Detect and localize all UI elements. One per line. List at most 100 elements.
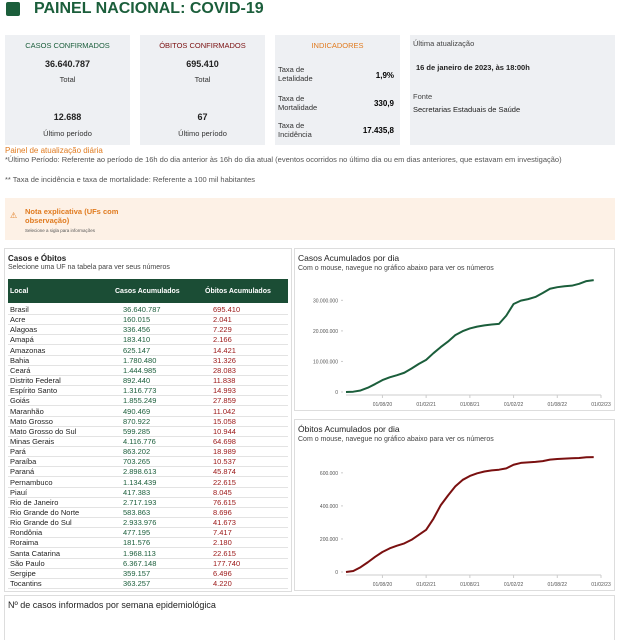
table-row[interactable]	[8, 578, 288, 590]
table-cell: Piauí	[10, 487, 28, 497]
chart-panel	[294, 248, 615, 411]
chart-panel	[294, 419, 615, 591]
x-tick-label: 01/08/22	[548, 582, 568, 588]
card: ÓBITOS CONFIRMADOS 695.410 Total 67 Últi…	[140, 35, 265, 145]
table-row[interactable]	[8, 365, 288, 376]
table-cell: Distrito Federal	[10, 376, 61, 386]
table-row[interactable]	[8, 537, 288, 549]
table-cell: 14.993	[213, 386, 236, 396]
table-row[interactable]	[8, 527, 288, 539]
x-tick-label: 01/02/23	[591, 582, 611, 588]
table-row[interactable]	[8, 324, 288, 336]
chart-title: Óbitos Acumulados por dia	[298, 424, 400, 434]
card-period: 12.688	[53, 112, 82, 122]
card-label: Total	[194, 75, 211, 84]
table-row[interactable]	[8, 304, 288, 315]
y-tick-label: 200.000	[320, 537, 338, 543]
table-row[interactable]	[8, 385, 288, 397]
table-cell: 2.041	[213, 315, 232, 325]
table-cell: 7.417	[213, 528, 232, 538]
card-label: Último período	[178, 129, 227, 138]
table-row[interactable]	[8, 334, 288, 346]
table-row[interactable]	[8, 345, 288, 356]
indicator-value: 330,9	[373, 99, 394, 108]
table-row[interactable]	[8, 568, 288, 579]
table-row[interactable]	[8, 558, 288, 569]
table-row[interactable]	[8, 395, 288, 407]
line-series	[345, 279, 594, 393]
table-cell: 583.863	[123, 508, 151, 517]
indicator-label: Taxa de Mortalidade	[278, 94, 318, 112]
note: *Último Período: Referente ao período de…	[5, 155, 562, 164]
table-row[interactable]	[8, 375, 288, 387]
table-cell: Rondônia	[10, 528, 43, 538]
table-cell: 1.134.439	[123, 477, 157, 487]
table-row[interactable]	[8, 497, 288, 508]
table-row[interactable]	[8, 477, 288, 488]
logo	[6, 2, 20, 16]
table-cell: 76.615	[213, 497, 236, 507]
y-tick-label: 30.000.000	[313, 298, 338, 304]
table-row[interactable]	[8, 446, 288, 458]
table-cell: 6.496	[213, 568, 232, 578]
table-cell: 181.576	[123, 538, 151, 548]
table-cell: 477.195	[123, 528, 151, 538]
column-header: Local	[10, 288, 29, 295]
table-cell: Goiás	[10, 396, 30, 406]
note: ** Taxa de incidência e taxa de mortalid…	[5, 175, 256, 184]
table-row[interactable]	[8, 517, 288, 529]
table-cell: São Paulo	[10, 558, 45, 568]
table-cell: 8.045	[213, 487, 232, 497]
table-row[interactable]	[8, 507, 288, 518]
table-cell: 14.421	[213, 345, 236, 355]
chart-title: Casos Acumulados por dia	[298, 253, 399, 263]
warning-icon: ⚠	[10, 211, 18, 220]
table-row[interactable]	[8, 406, 288, 417]
table-cell: 64.698	[213, 436, 236, 446]
table-cell: 41.673	[213, 518, 236, 528]
table-cell: Alagoas	[10, 325, 38, 335]
table-cell: Pernambuco	[10, 477, 53, 487]
table-cell: 2.166	[213, 335, 232, 345]
chart-panel	[4, 595, 615, 640]
x-tick-label: 01/08/20	[373, 402, 393, 408]
table-row[interactable]	[8, 487, 288, 498]
note-box[interactable]: ⚠ Nota explicativa (UFs com observação) …	[5, 198, 615, 240]
table-subtitle: Selecione uma UF na tabela para ver seus…	[8, 264, 170, 271]
table-cell: Maranhão	[10, 406, 44, 416]
card-label: Último período	[43, 129, 92, 138]
source-title: Fonte	[413, 92, 433, 101]
table-row[interactable]	[8, 426, 288, 437]
table-cell: 183.410	[123, 335, 151, 345]
table-row[interactable]	[8, 436, 288, 447]
table-row[interactable]	[8, 355, 288, 366]
table-cell: Espírito Santo	[10, 386, 58, 396]
table-cell: 363.257	[123, 579, 151, 589]
table-cell: 27.859	[213, 396, 236, 406]
table-cell: Amazonas	[10, 345, 46, 355]
chart-title: Nº de casos informados por semana epidem…	[8, 600, 216, 610]
table-row[interactable]	[8, 466, 288, 478]
table-cell: Mato Grosso	[10, 416, 53, 426]
table-cell: 11.042	[213, 406, 236, 416]
table-row[interactable]	[8, 548, 288, 559]
table-cell: 6.367.148	[123, 558, 157, 568]
table-panel: Casos e Óbitos Selecione uma UF na tabel…	[4, 248, 292, 592]
table-cell: Paraná	[10, 467, 35, 477]
table-cell: 18.989	[213, 447, 236, 457]
table-cell: Sergipe	[10, 568, 36, 578]
indicator-value: 17.435,8	[362, 126, 394, 135]
y-tick-label: 0	[335, 390, 338, 396]
x-tick-label: 01/08/20	[373, 582, 393, 588]
table-row[interactable]	[8, 416, 288, 427]
table-cell: 11.838	[213, 376, 236, 386]
x-tick-label: 01/02/22	[504, 582, 524, 588]
notes-title: Painel de atualização diária	[5, 146, 103, 155]
table-cell: Rio de Janeiro	[10, 497, 59, 507]
table-cell: 1.316.773	[123, 386, 157, 396]
table-row[interactable]	[8, 314, 288, 326]
table-row[interactable]	[8, 456, 288, 468]
table-cell: 336.456	[123, 325, 151, 335]
card: INDICADORES Taxa de Letalidade 1,9% Taxa…	[275, 35, 400, 145]
